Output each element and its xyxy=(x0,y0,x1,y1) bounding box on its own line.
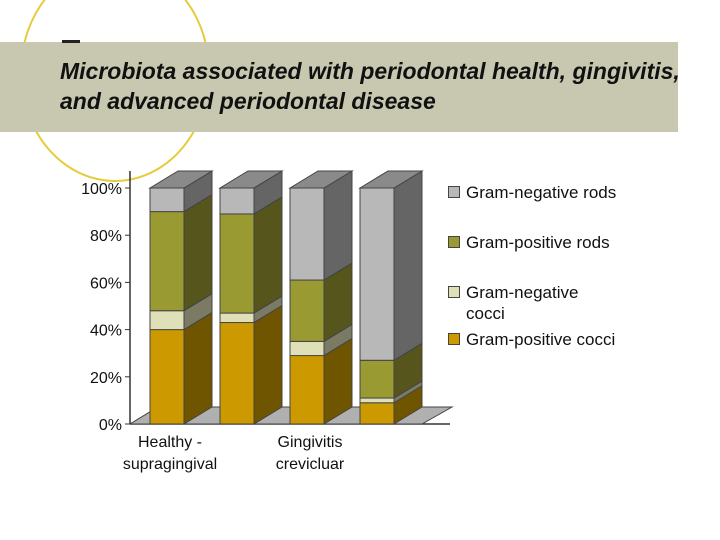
bar-top-face xyxy=(288,170,354,189)
bar-segment-gram-negative-rods xyxy=(359,170,423,362)
bar-front-face xyxy=(219,312,255,324)
bar-segment-gram-positive-cocci xyxy=(149,311,213,425)
bar-top-face xyxy=(148,170,214,189)
bar-front-face xyxy=(289,340,325,357)
x-tick-label: Gingivitis crevicluar xyxy=(276,434,345,473)
bar-front-face xyxy=(289,279,325,342)
bar-segment-gram-positive-rods xyxy=(289,262,353,343)
legend-label: Gram-negative rods xyxy=(466,183,617,202)
bar-front-face xyxy=(149,329,185,425)
bar-front-face xyxy=(219,187,255,215)
bar-side-face xyxy=(183,311,213,425)
chart-title: Microbiota associated with periodontal h… xyxy=(60,58,680,114)
bar-side-face xyxy=(323,170,353,281)
bar-front-face xyxy=(149,187,185,213)
bar-segment-gram-negative-rods xyxy=(289,170,353,281)
bar-side-face xyxy=(183,193,213,312)
bar-segment-gram-positive-rods xyxy=(359,342,423,399)
bar-top-face xyxy=(358,170,424,189)
bar-side-face xyxy=(253,196,283,314)
bar-front-face xyxy=(149,310,185,331)
bar-side-face xyxy=(393,170,423,362)
bar-top-face xyxy=(218,170,284,189)
bar-front-face xyxy=(359,402,395,425)
y-tick-label: 60% xyxy=(90,275,122,292)
bar-front-face xyxy=(219,213,255,314)
bar-front-face xyxy=(289,187,325,281)
legend-swatch xyxy=(448,333,460,345)
title-underline-mark xyxy=(62,40,80,43)
y-tick-label: 0% xyxy=(99,417,122,434)
y-tick-label: 20% xyxy=(90,370,122,387)
legend-swatch xyxy=(448,286,460,298)
legend-label: Gram-negative cocci xyxy=(466,283,579,323)
bar-front-face xyxy=(219,322,255,425)
bar-segment-gram-negative-cocci xyxy=(149,292,213,331)
y-tick-label: 100% xyxy=(81,181,122,198)
bar-front-face xyxy=(289,355,325,425)
legend-swatch xyxy=(448,236,460,248)
y-tick-label: 40% xyxy=(90,323,122,340)
title-band xyxy=(0,42,678,132)
legend-label: Gram-positive cocci xyxy=(466,330,616,349)
y-axis-ticks: 0% 20% 40% 60% 80% 100% xyxy=(81,181,130,434)
bar-segment-gram-negative-cocci xyxy=(289,323,353,357)
bar-front-face xyxy=(359,187,395,361)
y-tick-label: 80% xyxy=(90,228,122,245)
legend-label: Gram-positive rods xyxy=(466,233,610,252)
x-axis-labels: Healthy -supragingival Gingivitis creviclu… xyxy=(123,434,345,473)
bar-segment-gram-positive-cocci xyxy=(219,304,283,425)
bar-side-face xyxy=(253,304,283,425)
bar-segment-gram-positive-rods xyxy=(219,196,283,314)
chart-bars xyxy=(148,170,424,425)
bar-segment-gram-negative-rods xyxy=(219,170,283,215)
legend-swatch xyxy=(448,186,460,198)
bar-front-face xyxy=(359,397,395,404)
bar-segment-gram-positive-cocci xyxy=(289,337,353,425)
bar-front-face xyxy=(149,211,185,312)
x-tick-label: Healthy -supragingival xyxy=(123,434,217,473)
bar-front-face xyxy=(359,359,395,399)
